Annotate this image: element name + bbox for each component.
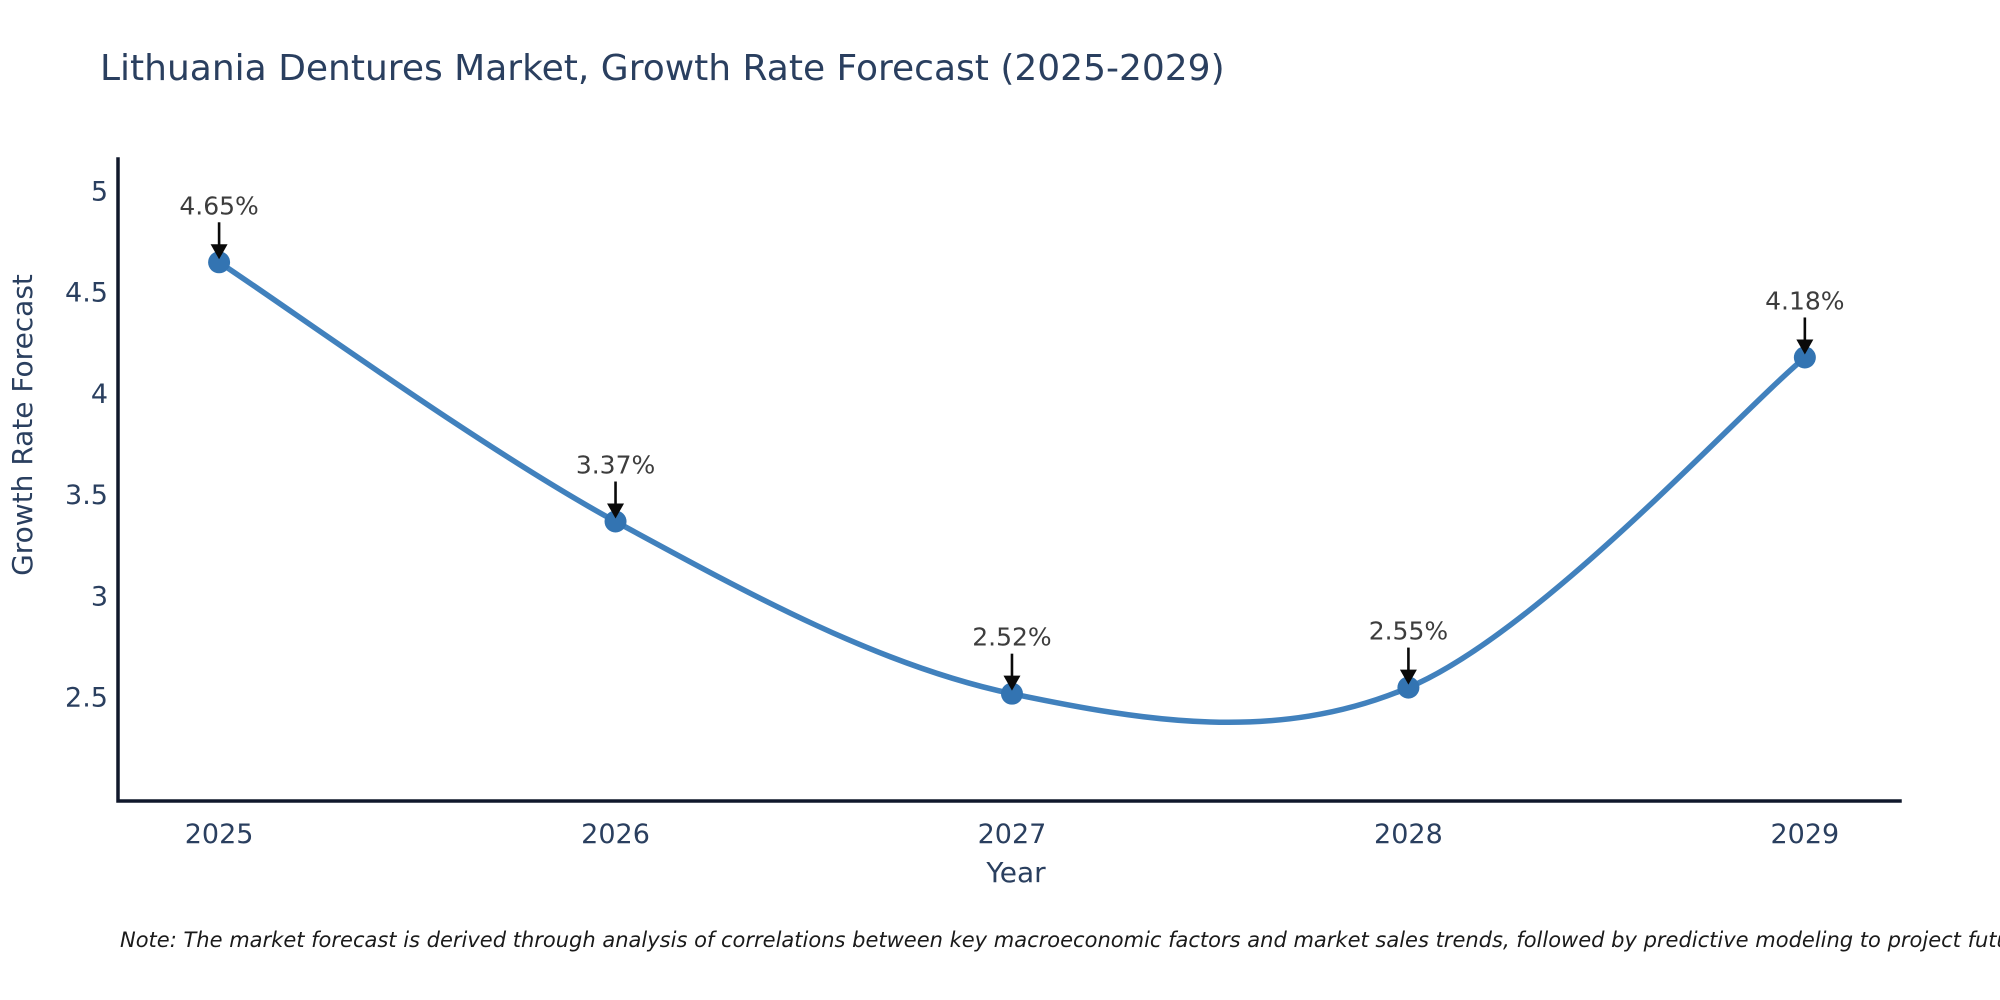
y-axis-title: Growth Rate Forecast <box>6 274 39 576</box>
y-tick-label: 3 <box>91 581 108 612</box>
x-tick-label: 2029 <box>1770 819 1839 850</box>
point-annotations: 4.65% 3.37% 2.52% 2.55% 4.18% <box>179 191 1845 691</box>
y-tick-label: 5 <box>91 176 108 207</box>
annotation-label: 2.55% <box>1369 617 1448 646</box>
annotation-label: 4.18% <box>1765 286 1844 315</box>
annotation-arrowhead <box>1796 339 1814 355</box>
axis-lines <box>116 157 1902 803</box>
annotation-arrowhead <box>1003 675 1021 691</box>
x-tick-label: 2027 <box>978 819 1047 850</box>
x-tick-label: 2026 <box>581 819 650 850</box>
annotation-arrowhead <box>1399 669 1417 685</box>
x-tick-label: 2028 <box>1374 819 1443 850</box>
annotation-label: 3.37% <box>576 451 655 480</box>
data-point-marker <box>1000 682 1023 705</box>
y-tick-label: 4.5 <box>65 278 108 309</box>
data-point-marker <box>208 251 231 274</box>
series-line <box>216 259 1808 725</box>
x-tick-label: 2025 <box>185 819 254 850</box>
annotation-arrowhead <box>607 503 625 519</box>
annotation-label: 2.52% <box>972 623 1051 652</box>
x-axis-tick-labels: 2025 2026 2027 2028 2029 <box>185 819 1839 850</box>
data-point-marker <box>1793 346 1816 369</box>
data-point-marker <box>1397 676 1420 699</box>
y-axis-tick-labels: 5 4.5 4 3.5 3 2.5 <box>65 176 108 713</box>
data-point-marker <box>604 510 627 533</box>
annotation-arrowhead <box>210 244 228 260</box>
y-tick-label: 4 <box>91 379 108 410</box>
y-tick-label: 3.5 <box>65 480 108 511</box>
x-axis-title: Year <box>985 856 1046 889</box>
annotation-label: 4.65% <box>179 191 258 220</box>
footnote: Note: The market forecast is derived thr… <box>120 928 2000 952</box>
chart-title: Lithuania Dentures Market, Growth Rate F… <box>100 48 1225 89</box>
series <box>208 251 1816 725</box>
y-tick-label: 2.5 <box>65 683 108 714</box>
